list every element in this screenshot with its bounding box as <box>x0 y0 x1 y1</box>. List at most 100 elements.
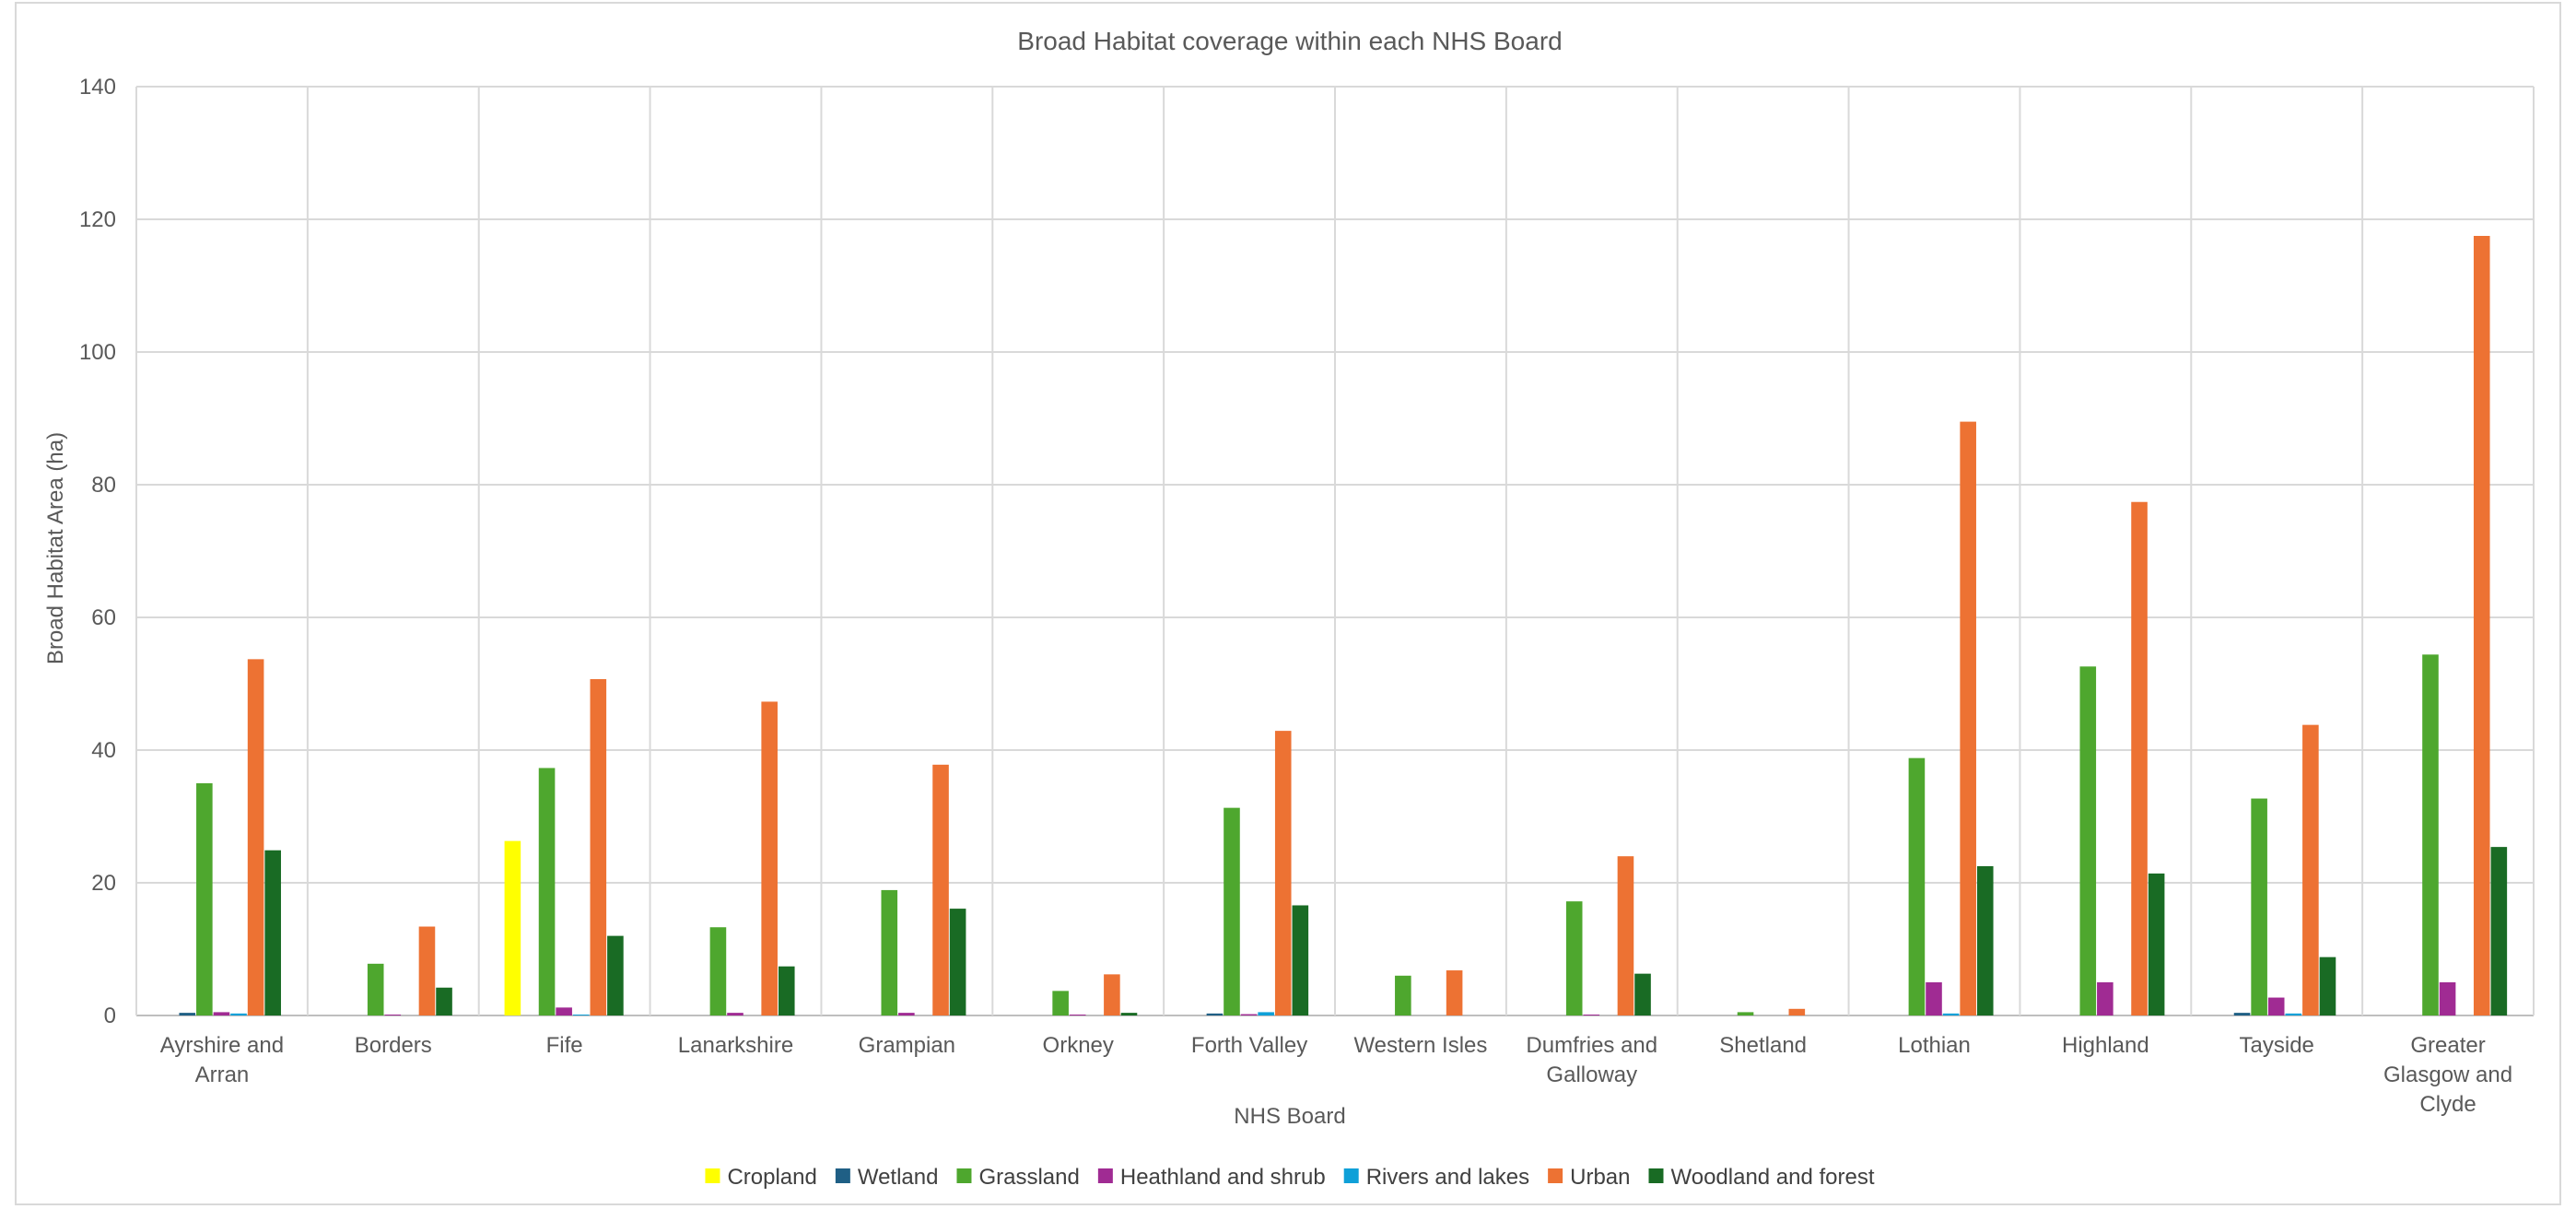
grid <box>136 87 2534 1015</box>
legend-label: Wetland <box>858 1165 939 1190</box>
bar <box>2234 1013 2251 1015</box>
legend-swatch <box>836 1168 850 1183</box>
legend-swatch <box>1548 1168 1563 1183</box>
legend-swatch <box>1344 1168 1359 1183</box>
y-tick-label: 100 <box>79 340 116 365</box>
bar <box>710 927 727 1015</box>
bar <box>2079 666 2096 1015</box>
bar <box>1207 1014 1224 1015</box>
legend-item: Rivers and lakes <box>1344 1165 1529 1190</box>
legend-item: Cropland <box>705 1165 816 1190</box>
bar <box>607 936 624 1015</box>
y-tick-label: 40 <box>91 738 116 763</box>
bar <box>1943 1014 1960 1015</box>
y-tick-label: 120 <box>79 207 116 232</box>
bar <box>1909 758 1926 1015</box>
bar <box>1960 422 1976 1015</box>
y-tick-label: 60 <box>91 605 116 630</box>
bar <box>368 964 384 1015</box>
legend-label: Grassland <box>978 1165 1079 1190</box>
bar <box>179 1013 195 1015</box>
legend-label: Urban <box>1570 1165 1630 1190</box>
bar <box>2286 1014 2302 1015</box>
legend-label: Woodland and forest <box>1671 1165 1875 1190</box>
bar <box>2149 874 2165 1015</box>
bar <box>1052 991 1069 1015</box>
y-tick-label: 20 <box>91 871 116 896</box>
x-tick-label: Greater Glasgow and Clyde <box>2383 1033 2512 1117</box>
legend-swatch <box>956 1168 971 1183</box>
bar <box>1224 808 1240 1015</box>
x-tick-label: Grampian <box>859 1033 955 1058</box>
bar <box>2251 799 2267 1015</box>
bar <box>436 988 452 1015</box>
bar <box>932 765 949 1015</box>
x-tick-label: Fife <box>546 1033 583 1058</box>
bar <box>230 1014 247 1015</box>
x-tick-label: Lanarkshire <box>678 1033 793 1058</box>
bar <box>214 1012 230 1015</box>
bar <box>2302 725 2319 1015</box>
bar <box>539 768 556 1015</box>
bar <box>1789 1009 1806 1015</box>
bar <box>419 927 436 1015</box>
legend: Cropland Wetland Grassland Heathland and sh… <box>705 1165 1874 1190</box>
x-tick-label: Western Isles <box>1353 1033 1487 1058</box>
y-tick-label: 0 <box>104 1004 116 1028</box>
bar <box>1566 901 1583 1015</box>
bar <box>248 659 264 1015</box>
bar <box>2474 236 2490 1015</box>
bar <box>727 1013 744 1015</box>
legend-label: Cropland <box>727 1165 816 1190</box>
bar <box>1293 905 1309 1015</box>
bar <box>779 967 795 1015</box>
legend-swatch <box>1649 1168 1664 1183</box>
bar <box>2320 957 2336 1015</box>
x-tick-label: Shetland <box>1719 1033 1807 1058</box>
bar <box>196 783 213 1015</box>
bar <box>1275 731 1292 1015</box>
legend-item: Wetland <box>836 1165 939 1190</box>
bar <box>505 841 521 1015</box>
bar <box>1258 1012 1274 1015</box>
bar <box>264 851 281 1015</box>
x-tick-label: Dumfries and Galloway <box>1526 1033 1657 1087</box>
legend-item: Grassland <box>956 1165 1079 1190</box>
bar <box>1634 974 1651 1015</box>
bar <box>2268 998 2285 1015</box>
x-tick-label: Borders <box>355 1033 432 1058</box>
bar <box>2097 982 2113 1015</box>
x-axis-title: NHS Board <box>1234 1104 1345 1129</box>
bar <box>1977 866 1994 1015</box>
legend-swatch <box>705 1168 720 1183</box>
bar <box>2440 982 2456 1015</box>
bar <box>1121 1013 1138 1015</box>
x-tick-label: Lothian <box>1898 1033 1971 1058</box>
legend-item: Heathland and shrub <box>1098 1165 1326 1190</box>
bar <box>1926 982 1942 1015</box>
x-tick-label: Orkney <box>1043 1033 1114 1058</box>
y-axis-title: Broad Habitat Area (ha) <box>43 432 68 664</box>
legend-label: Heathland and shrub <box>1120 1165 1326 1190</box>
x-tick-label: Highland <box>2062 1033 2149 1058</box>
bar <box>1618 856 1634 1015</box>
bar <box>1738 1012 1754 1015</box>
x-tick-label: Tayside <box>2240 1033 2314 1058</box>
bar <box>950 909 966 1015</box>
bar <box>591 679 607 1015</box>
bar <box>1104 974 1120 1015</box>
y-tick-label: 140 <box>79 75 116 100</box>
y-axis-ticks: 0 20 40 60 80 100 120 140 <box>79 75 116 1028</box>
bar <box>881 890 897 1015</box>
bar <box>2422 654 2439 1015</box>
bar <box>2131 502 2148 1015</box>
bar <box>1395 976 1411 1015</box>
y-tick-label: 80 <box>91 473 116 498</box>
bar <box>2491 847 2508 1015</box>
legend-item: Woodland and forest <box>1649 1165 1875 1190</box>
x-tick-label: Forth Valley <box>1191 1033 1307 1058</box>
x-tick-label: Ayrshire and Arran <box>160 1033 284 1087</box>
chart-title: Broad Habitat coverage within each NHS B… <box>1017 27 1562 55</box>
legend-item: Urban <box>1548 1165 1630 1190</box>
